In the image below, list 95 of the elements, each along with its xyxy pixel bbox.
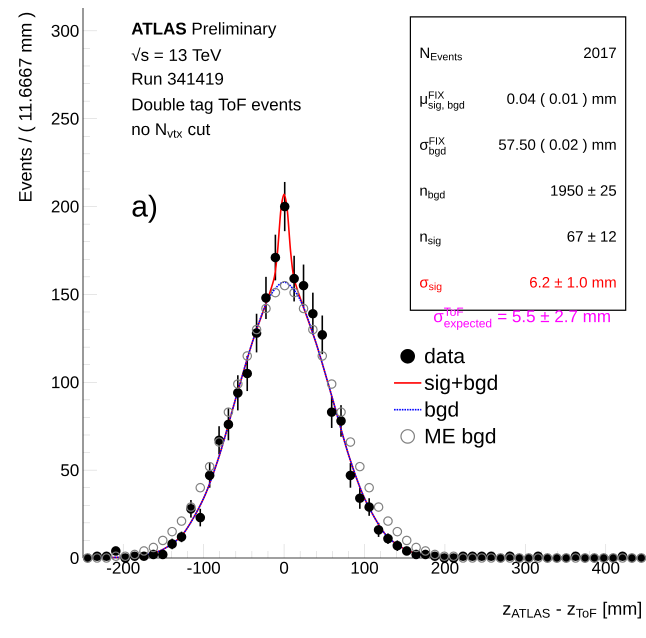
point [233,388,243,398]
point [402,546,412,556]
point [158,550,168,560]
annotation: 2017 [584,48,616,58]
point [148,542,158,552]
annotation: $\text{μ}^{\text{FIX}}_{\text{sig, bgd}}$ [420,91,464,111]
point [317,330,328,340]
annotation: ATLAS Preliminary [132,22,276,38]
y-tick-label: 250 [52,112,79,125]
point [233,379,243,389]
annotation: 67 ± 12 [568,231,616,242]
legend-label: data [425,348,466,364]
point [374,525,384,535]
point [411,542,421,552]
point [374,502,384,512]
x-tick-label: 400 [592,562,620,574]
point [148,550,158,560]
point [326,407,336,417]
point [346,470,356,480]
point [195,512,206,522]
point [308,324,318,334]
point [317,351,328,361]
y-axis-title: Events / ( 11.6667 mm ) [18,12,36,201]
annotation: 6.2 ± 1.0 mm [530,277,616,288]
annotation: Run 341419 [132,72,224,85]
annotation: √s = 13 TeV [132,47,222,62]
point [280,280,290,290]
point [167,526,177,536]
point [167,539,177,549]
annotation: 0.04 ( 0.01 ) mm [507,93,616,107]
point [308,308,318,319]
point [176,532,186,542]
x-tick-label: 100 [352,562,378,574]
point [336,416,346,426]
point [195,482,206,493]
annotation: σ$_{sig}$ [420,280,442,292]
point [204,470,214,480]
point [392,526,402,536]
annotation: n$_{sig}$ [420,234,440,246]
point [261,293,271,303]
point [355,462,365,472]
x-tick-label: -200 [106,562,140,574]
point [420,546,430,556]
legend-label: ME bgd [426,428,496,448]
x-tick-label: 0 [280,562,288,574]
y-tick-label: 300 [52,24,79,37]
point [224,407,234,417]
point [346,437,356,447]
point [204,462,214,472]
point [355,493,365,504]
annotation: N$_{Events}$ [420,48,462,60]
annotation: 57.50 ( 0.02 ) mm [498,138,616,153]
point [383,516,393,526]
annotation: 1950 ± 25 [551,185,616,196]
y-tick-label: 50 [61,464,79,476]
point [289,288,299,298]
legend-label: sig+bgd [424,374,497,394]
legend-label: bgd [425,401,458,421]
point [224,420,234,430]
annotation: $\text{σ}^{\text{ToF}}_{\text{expected}}\text{ = 5.5 ± 2.7 mm}$ [434,308,610,330]
point [364,502,374,512]
y-tick-label: 200 [52,200,79,213]
point [364,482,374,493]
point [270,288,280,298]
x-tick-label: -100 [187,562,220,574]
annotation: $\text{σ}^{\text{FIX}}_{\text{bgd}}$ [420,137,446,157]
y-tick-label: 100 [52,376,79,388]
annotation: Double tag ToF events [132,98,301,114]
point [111,551,121,562]
point [392,540,402,550]
point [336,407,346,417]
point [402,536,412,546]
x-axis-title: z$_{ATLAS}$ - z$_{ToF}$ [mm] [503,602,641,619]
point [242,368,252,378]
point [270,252,280,262]
point [280,202,290,212]
point [383,534,393,544]
point [289,274,299,284]
annotation: a) [132,194,156,223]
point [158,536,168,546]
point [298,304,308,314]
x-tick-label: 300 [512,562,539,574]
annotation: no N$_{vtx}$ cut [132,123,210,138]
annotation: n$_{bgd}$ [420,188,445,201]
x-tick-label: 200 [432,562,458,574]
point [252,324,262,334]
point [411,550,421,560]
y-tick-label: 150 [52,288,79,300]
point [298,280,308,290]
y-tick-label: 0 [70,552,79,564]
point [242,351,252,361]
point [176,516,186,526]
point [326,379,336,389]
point [139,546,149,556]
point [261,304,271,314]
